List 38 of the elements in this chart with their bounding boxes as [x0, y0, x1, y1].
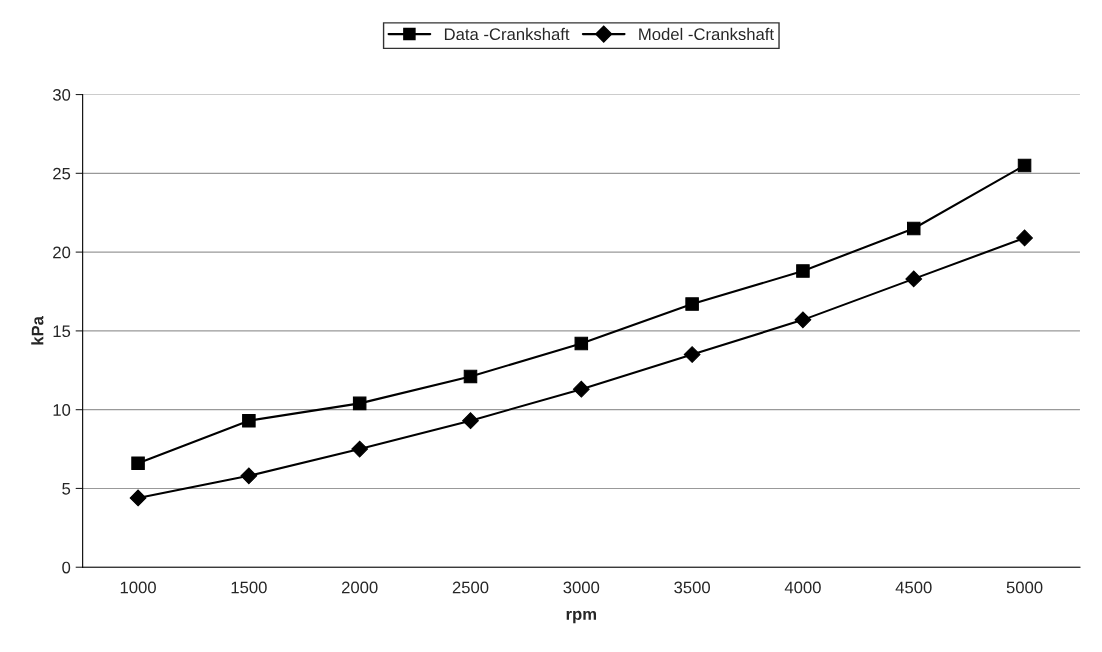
- y-tick-label: 10: [53, 404, 71, 416]
- point: [129, 489, 147, 507]
- x-tick-label: 4500: [895, 581, 932, 594]
- x-tick-label: 1000: [120, 581, 156, 594]
- point: [794, 311, 812, 329]
- point: [574, 336, 589, 351]
- x-tick-label: 4000: [784, 581, 821, 594]
- point: [240, 467, 258, 485]
- point: [462, 412, 479, 430]
- y-tick-label: 30: [52, 88, 71, 101]
- x-tick-label: 2500: [452, 581, 489, 594]
- x-tick-label: 5000: [1006, 581, 1043, 594]
- point: [351, 440, 369, 458]
- y-tick-label: 5: [62, 483, 71, 495]
- y-tick-label: 20: [53, 246, 71, 259]
- point: [1016, 229, 1033, 247]
- point: [242, 413, 256, 428]
- point: [906, 221, 921, 236]
- point: [572, 380, 590, 398]
- y-tick-label: 25: [53, 167, 71, 180]
- point: [905, 270, 923, 288]
- point: [685, 297, 699, 311]
- point: [1017, 158, 1032, 173]
- point: [352, 396, 367, 411]
- point: [463, 369, 478, 384]
- x-tick-label: 1500: [231, 581, 267, 594]
- y-tick-label: 0: [62, 561, 71, 574]
- point: [131, 456, 145, 471]
- x-axis-title: rpm: [566, 610, 597, 624]
- point: [683, 346, 701, 363]
- y-axis-title: kPa: [31, 315, 44, 345]
- x-tick-label: 3000: [563, 581, 600, 594]
- x-tick-label: 2000: [341, 581, 378, 594]
- y-tick-label: 15: [53, 325, 71, 338]
- legend-label: Model -Crankshaft: [639, 27, 774, 41]
- legend-label: Data -Crankshaft: [444, 27, 570, 41]
- x-tick-label: 3500: [674, 581, 711, 594]
- point: [796, 264, 810, 278]
